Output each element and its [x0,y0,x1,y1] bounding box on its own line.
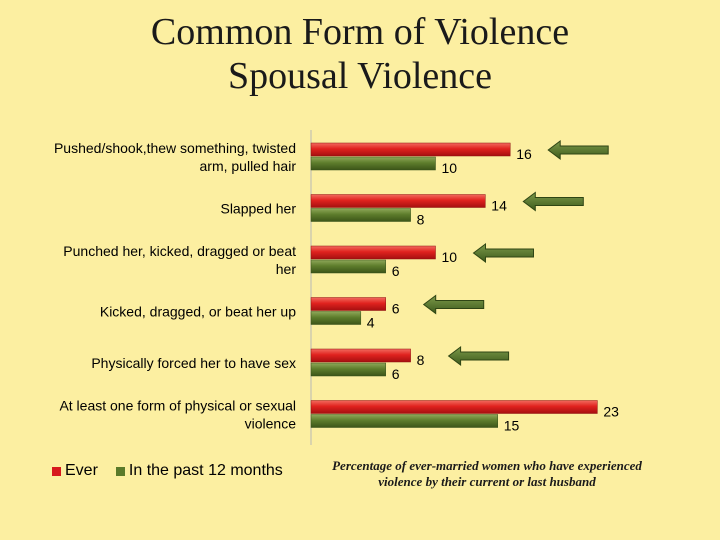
page-title: Common Form of Violence Spousal Violence [0,10,720,98]
data-label-ever: 6 [392,301,400,317]
legend-item-past12: In the past 12 months [115,462,283,480]
category-label-line: Punched her, kicked, dragged or beat [63,243,296,259]
bar-past12 [310,156,436,171]
category-label-line: At least one form of physical or sexual [59,398,296,414]
data-label-ever: 8 [417,352,425,368]
legend-item-ever: Ever [52,462,98,480]
bar-ever [310,348,411,363]
data-label-ever: 10 [442,249,458,265]
category-label: Slapped her [220,201,296,217]
chart-caption: Percentage of ever-married women who hav… [332,458,642,489]
data-label-ever: 14 [491,198,507,214]
left-arrow-icon [547,140,609,160]
chart-legend: Ever In the past 12 months [52,462,301,480]
category-label-line: her [276,261,297,277]
title-line-1: Common Form of Violence [150,11,570,53]
category-label: At least one form of physical or sexual v… [59,398,296,432]
category-label: Punched her, kicked, dragged or beat her [63,243,296,277]
bar-ever [310,245,436,260]
category-label: Physically forced her to have sex [91,355,296,371]
left-arrow-icon [447,346,510,366]
data-label-past12: 6 [392,366,400,382]
bar-past12 [310,414,498,428]
legend-label-past12: In the past 12 months [128,462,283,479]
category-label: Kicked, dragged, or beat her up [100,304,296,320]
category-label-line: Kicked, dragged, or beat her up [100,304,296,320]
category-label-line: arm, pulled hair [200,158,297,174]
category-label-line: Pushed/shook,thew something, twisted [54,140,296,156]
data-label-past12: 15 [504,418,520,434]
left-arrow-icon [522,191,584,212]
bar-ever [310,400,598,414]
bar-past12 [310,362,386,377]
data-label-past12: 6 [392,263,400,279]
category-label: Pushed/shook,thew something, twisted arm,… [54,140,296,174]
bar-past12 [310,311,362,325]
legend-label-ever: Ever [65,462,98,479]
legend-swatch-past12 [115,466,125,476]
legend-swatch-ever [52,466,61,476]
bar-ever [310,194,486,208]
bar-ever [310,297,386,311]
category-label-line: Physically forced her to have sex [91,355,296,371]
data-label-ever: 16 [516,146,532,162]
data-label-past12: 10 [442,160,458,176]
bar-past12 [310,259,386,274]
left-arrow-icon [472,243,534,263]
category-label-line: Slapped her [220,201,296,217]
category-label-line: violence [245,416,297,432]
data-label-ever: 23 [603,404,619,420]
data-label-past12: 8 [417,212,425,228]
data-label-past12: 4 [367,315,375,331]
left-arrow-icon [422,294,485,315]
bar-ever [310,142,511,157]
title-line-2: Spousal Violence [227,55,493,97]
bar-past12 [310,208,411,222]
